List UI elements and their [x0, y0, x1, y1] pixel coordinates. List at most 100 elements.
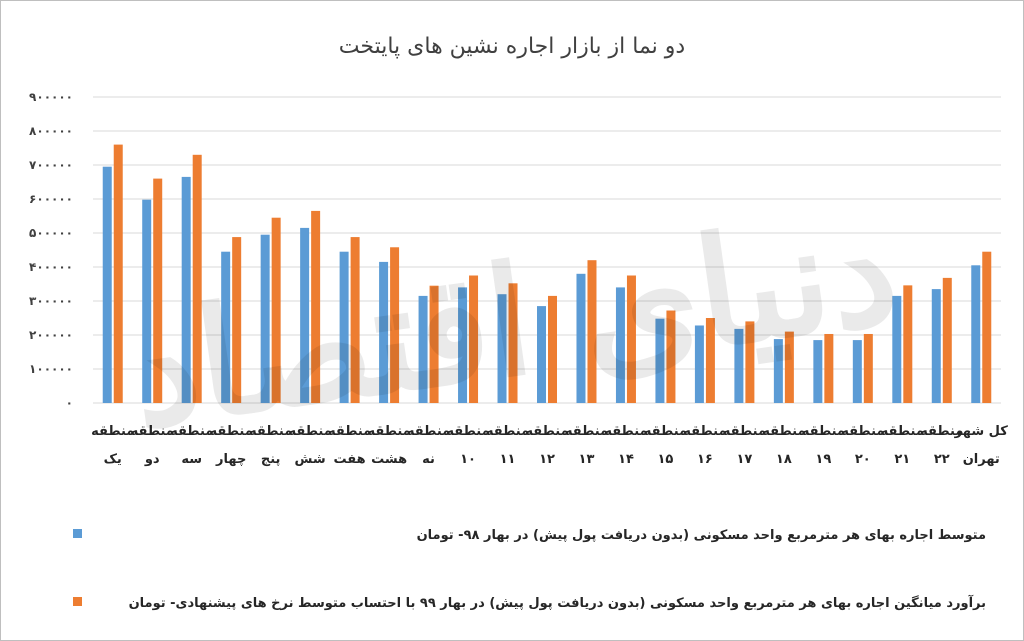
y-tick-label: ۱۰۰۰۰۰ — [29, 362, 73, 376]
bar-series-1 — [813, 340, 823, 403]
bar-series-1 — [181, 176, 191, 403]
bar-series-2 — [508, 283, 518, 403]
x-tick-label: ۱۸ — [776, 452, 792, 467]
bar-series-2 — [587, 260, 597, 403]
x-tick-label: ۱۱ — [500, 452, 516, 467]
bar-series-2 — [232, 237, 242, 403]
x-tick-label: منطقه — [565, 424, 608, 439]
bar-series-1 — [418, 295, 428, 403]
x-tick-label: ۲۲ — [934, 452, 950, 467]
bar-series-2 — [863, 333, 873, 403]
x-tick-label: هشت — [371, 452, 407, 467]
bar-series-1 — [931, 289, 941, 403]
x-tick-label: منطقه — [841, 424, 884, 439]
legend-swatch-1 — [73, 529, 82, 538]
x-tick-label: شش — [295, 452, 326, 467]
x-tick-label: ۱۳ — [579, 452, 595, 467]
bar-series-1 — [694, 325, 704, 403]
x-tick-label: ۱۷ — [736, 452, 752, 467]
x-tick-label: یک — [104, 452, 122, 467]
x-tick-label: ۲۰ — [855, 452, 871, 467]
bar-series-1 — [102, 166, 112, 403]
legend-label-1: متوسط اجاره بهای هر مترمربع واحد مسکونی … — [417, 528, 986, 543]
y-tick-label: ۰ — [66, 396, 73, 410]
x-tick-label: چهار — [215, 452, 246, 467]
bar-series-1 — [458, 287, 468, 403]
x-tick-label: هفت — [334, 452, 366, 467]
bar-series-2 — [784, 331, 794, 403]
x-tick-label: منطقه — [131, 424, 174, 439]
bar-series-2 — [350, 237, 360, 403]
x-tick-label: پنج — [261, 452, 281, 467]
x-tick-label: منطقه — [762, 424, 805, 439]
x-tick-label: منطقه — [604, 424, 647, 439]
bar-series-1 — [734, 328, 744, 403]
bar-series-1 — [852, 340, 862, 403]
x-tick-label: منطقه — [802, 424, 845, 439]
y-tick-label: ۵۰۰۰۰۰ — [29, 226, 73, 240]
y-tick-label: ۲۰۰۰۰۰ — [29, 328, 73, 342]
bar-series-1 — [537, 306, 546, 403]
x-tick-label: سه — [181, 452, 202, 467]
y-tick-label: ۹۰۰۰۰۰ — [29, 90, 73, 104]
bar-series-2 — [705, 318, 715, 403]
x-tick-label: منطقه — [881, 424, 924, 439]
x-tick-label: منطقه — [367, 424, 410, 439]
x-tick-label: تهران — [963, 452, 1000, 467]
x-tick-label: منطقه — [486, 424, 529, 439]
bar-series-2 — [271, 217, 281, 403]
x-tick-label: منطقه — [644, 424, 687, 439]
bar-series-1 — [497, 294, 507, 403]
x-tick-label: منطقه — [328, 424, 371, 439]
x-tick-label: دو — [144, 452, 160, 467]
x-tick-label: منطقه — [446, 424, 489, 439]
x-tick-label: منطقه — [288, 424, 331, 439]
bar-series-2 — [153, 178, 163, 403]
bar-series-2 — [311, 210, 321, 403]
bar-series-1 — [142, 199, 152, 403]
bar-series-1 — [892, 295, 902, 403]
x-tick-label: ۱۶ — [697, 452, 713, 467]
bar-series-2 — [429, 285, 439, 403]
bar-series-2 — [942, 277, 952, 403]
legend-label-2: برآورد میانگین اجاره بهای هر مترمربع واح… — [129, 594, 986, 611]
bar-series-1 — [339, 251, 349, 403]
bar-series-2 — [113, 144, 123, 403]
bar-series-2 — [982, 251, 992, 403]
chart-title: دو نما از بازار اجاره نشین های پایتخت — [339, 34, 685, 59]
bar-series-2 — [192, 154, 202, 403]
bar-series-1 — [221, 251, 231, 403]
bar-series-2 — [824, 333, 834, 403]
x-tick-label: منطقه — [210, 424, 253, 439]
bar-series-1 — [655, 318, 665, 403]
legend-swatch-2 — [73, 597, 82, 606]
bar-series-1 — [300, 227, 310, 403]
x-tick-label: منطقه — [525, 424, 568, 439]
bar-series-2 — [745, 321, 755, 403]
x-tick-label: ۱۰ — [460, 452, 476, 467]
bar-series-2 — [903, 285, 913, 403]
x-tick-label: ۱۴ — [618, 452, 634, 467]
bar-series-1 — [971, 265, 981, 403]
bar-series-2 — [469, 275, 479, 403]
bar-series-1 — [576, 273, 586, 403]
x-tick-label: ۲۱ — [894, 452, 910, 467]
bar-series-1 — [260, 234, 270, 403]
bar-series-2 — [666, 310, 676, 403]
x-tick-label: ۱۵ — [657, 452, 673, 467]
x-tick-label: منطقه — [170, 424, 213, 439]
x-tick-label: منطقه — [91, 424, 134, 439]
bar-series-2 — [390, 247, 400, 403]
watermark-logo: دنیای اقتصاد — [120, 181, 907, 463]
x-tick-label: ۱۹ — [815, 452, 831, 467]
x-tick-label: منطقه — [683, 424, 726, 439]
x-tick-label: نه — [422, 452, 435, 467]
y-tick-label: ۸۰۰۰۰۰ — [29, 124, 73, 138]
y-tick-label: ۳۰۰۰۰۰ — [29, 294, 73, 308]
x-tick-label: منطقه — [407, 424, 450, 439]
bar-series-2 — [548, 295, 557, 403]
x-tick-label: منطقه — [723, 424, 766, 439]
x-tick-label: منطقه — [249, 424, 292, 439]
